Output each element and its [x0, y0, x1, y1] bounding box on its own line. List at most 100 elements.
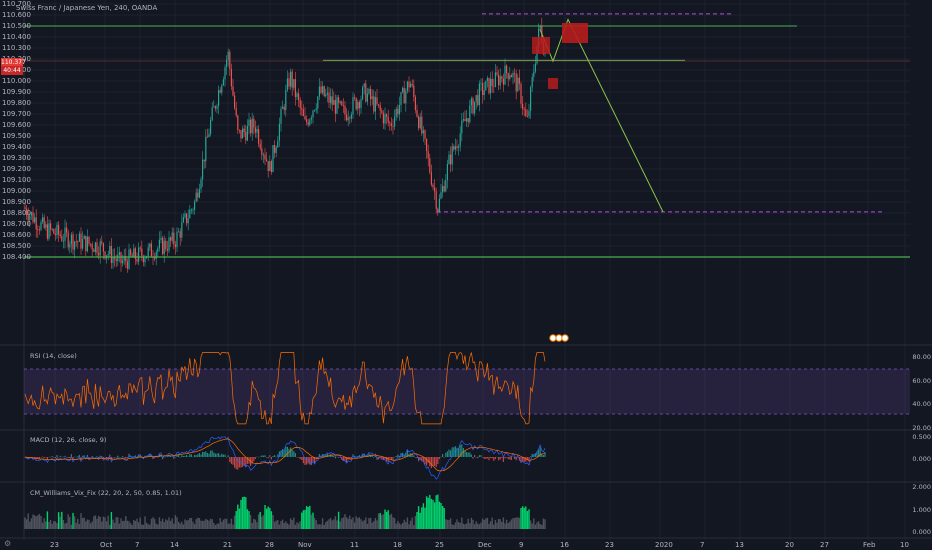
vix-fix-bar: [449, 518, 452, 529]
vix-fix-bar: [496, 522, 498, 529]
vix-fix-bar: [395, 523, 397, 529]
candle-body: [160, 237, 162, 240]
candle-body: [342, 105, 344, 107]
macd-histogram-bar: [437, 457, 439, 465]
vix-fix-bar: [112, 519, 114, 529]
vix-fix-bar: [369, 517, 372, 529]
candle-body: [458, 146, 460, 149]
macd-histogram-bar: [523, 457, 525, 462]
macd-histogram-bar: [173, 457, 175, 459]
candle-body: [141, 248, 143, 257]
macd-histogram-bar: [77, 456, 79, 457]
candle-body: [216, 105, 218, 109]
vix-fix-bar: [277, 520, 279, 529]
candle-body: [427, 151, 429, 159]
macd-histogram-bar: [133, 456, 135, 457]
vix-fix-bar: [64, 523, 66, 529]
macd-label[interactable]: MACD (12, 26, close, 9): [30, 436, 107, 444]
macd-histogram-bar: [349, 457, 351, 460]
candle-body: [384, 114, 386, 124]
vix-fix-bar: [350, 519, 353, 529]
price-tick-label: 109.200: [2, 165, 31, 173]
vix-fix-bar: [413, 524, 415, 529]
macd-histogram-bar: [368, 453, 370, 457]
macd-histogram-bar: [301, 457, 303, 461]
vix-fix-bar: [190, 518, 193, 529]
macd-histogram-bar: [342, 457, 344, 462]
candle-body: [96, 242, 98, 254]
vix-fix-bar: [85, 521, 87, 529]
candle-body: [434, 187, 436, 192]
vix-fix-bar: [509, 521, 511, 529]
candle-body: [134, 248, 136, 260]
macd-histogram-bar: [528, 457, 530, 462]
candle-body: [179, 231, 181, 238]
macd-histogram-bar: [467, 452, 469, 457]
macd-histogram-bar: [267, 457, 269, 459]
macd-histogram-bar: [232, 457, 234, 465]
candle-body: [488, 77, 490, 94]
price-tick-label: 108.500: [2, 242, 31, 250]
candle-body: [266, 159, 268, 162]
candle-body: [307, 122, 309, 125]
macd-histogram-bar: [416, 457, 418, 459]
vix-fix-bar: [469, 523, 471, 529]
candle-body: [328, 92, 330, 103]
vix-fix-bar: [211, 519, 213, 529]
candle-body: [461, 120, 463, 134]
candle-body: [325, 94, 327, 97]
candle-body: [376, 97, 378, 105]
candle-body: [259, 143, 261, 149]
event-icon: [561, 334, 569, 342]
macd-histogram-bar: [469, 452, 471, 457]
chart-title: Swiss Franc / Japanese Yen, 240, OANDA: [16, 4, 158, 12]
macd-histogram-bar: [64, 455, 66, 457]
rsi-label[interactable]: RSI (14, close): [30, 352, 77, 360]
candle-body: [370, 88, 372, 100]
macd-histogram-bar: [538, 449, 540, 457]
gear-icon[interactable]: ⚙: [4, 539, 12, 548]
macd-histogram-bar: [290, 447, 292, 457]
vix-fix-bar: [288, 524, 290, 529]
macd-histogram-bar: [130, 455, 132, 457]
candle-body: [150, 243, 152, 257]
vix-fix-bar: [537, 521, 540, 529]
candle-body: [438, 198, 440, 212]
vix-fix-bar: [280, 521, 282, 529]
williams-label[interactable]: CM_Williams_Vix_Fix (22, 20, 2, 50, 0.85…: [30, 489, 182, 497]
macd-histogram-bar: [486, 457, 488, 459]
vix-fix-bar: [136, 518, 138, 529]
vix-fix-bar: [161, 518, 164, 529]
macd-histogram-bar: [58, 457, 60, 458]
macd-histogram-bar: [189, 454, 191, 457]
candle-body: [270, 161, 272, 172]
vix-fix-bar: [480, 522, 482, 529]
price-tick-label: 110.300: [2, 44, 31, 52]
candle-body: [253, 118, 255, 128]
macd-histogram-bar: [274, 455, 276, 457]
vix-fix-bar: [317, 524, 319, 529]
macd-histogram-bar: [210, 450, 212, 457]
vix-fix-bar: [499, 519, 501, 529]
candle-body: [469, 105, 471, 123]
macd-histogram-bar: [331, 455, 333, 457]
macd-histogram-bar: [442, 454, 444, 457]
macd-histogram-bar: [459, 444, 461, 457]
candle-body: [293, 79, 295, 88]
candle-body: [35, 217, 37, 230]
candle-body: [149, 243, 151, 248]
vix-fix-bar: [57, 512, 60, 529]
macd-histogram-bar: [256, 456, 258, 458]
candle-body: [131, 255, 133, 258]
vix-fix-bar: [160, 521, 162, 529]
vix-fix-bar: [429, 494, 431, 529]
candle-body: [283, 106, 285, 110]
candle-body: [85, 235, 87, 252]
candle-body: [70, 234, 72, 245]
macd-histogram-bar: [179, 456, 181, 458]
candle-body: [499, 76, 501, 86]
macd-histogram-bar: [56, 454, 58, 457]
macd-histogram-bar: [381, 457, 383, 460]
